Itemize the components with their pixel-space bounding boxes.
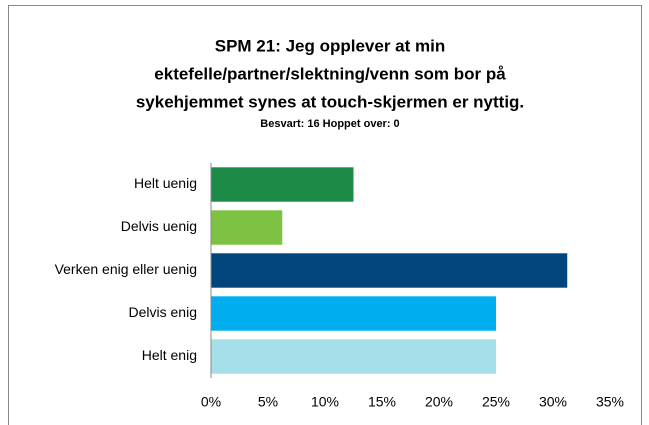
bar — [211, 253, 568, 288]
y-tick-label: Helt uenig — [134, 175, 197, 191]
x-tick-label: 10% — [311, 394, 339, 410]
bar — [211, 339, 496, 374]
y-tick-label: Delvis enig — [129, 304, 197, 320]
bar — [211, 167, 354, 202]
chart-title: ektefelle/partner/slektning/venn som bor… — [154, 64, 506, 83]
x-tick-label: 0% — [201, 394, 221, 410]
x-tick-label: 15% — [368, 394, 396, 410]
x-tick-label: 25% — [482, 394, 510, 410]
bar — [211, 296, 496, 331]
y-tick-label: Delvis uenig — [121, 218, 197, 234]
bar — [211, 210, 283, 245]
y-tick-label: Verken enig eller uenig — [55, 261, 197, 277]
chart-subtitle: Besvart: 16 Hoppet over: 0 — [260, 118, 399, 130]
chart-title: SPM 21: Jeg opplever at min — [215, 36, 446, 55]
x-tick-label: 5% — [258, 394, 278, 410]
x-tick-label: 20% — [425, 394, 453, 410]
x-tick-label: 30% — [539, 394, 567, 410]
y-tick-label: Helt enig — [142, 347, 197, 363]
x-tick-label: 35% — [596, 394, 624, 410]
chart-title: sykehjemmet synes at touch-skjermen er n… — [136, 92, 524, 111]
